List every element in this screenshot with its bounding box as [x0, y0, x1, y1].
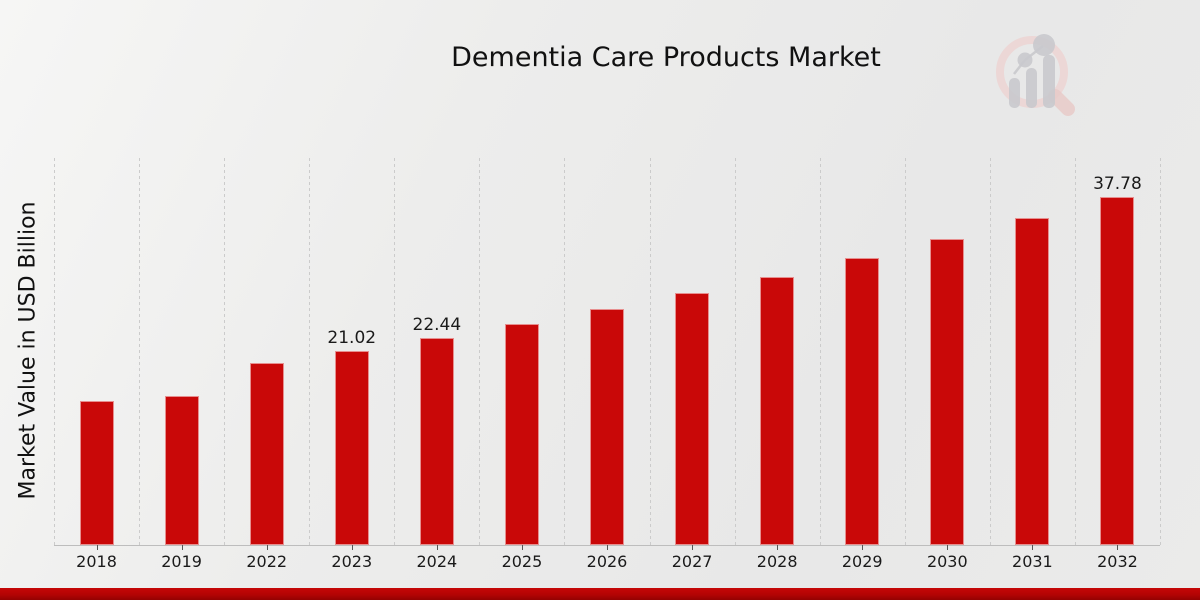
x-tick-label-2027: 2027	[671, 552, 713, 571]
bar-2022	[249, 362, 284, 545]
gridline	[139, 158, 141, 545]
bar-2019	[164, 395, 199, 545]
x-tick-label-2030: 2030	[926, 552, 968, 571]
x-tick-label-2029: 2029	[841, 552, 883, 571]
bar-2018	[79, 401, 114, 545]
gridline	[1160, 158, 1161, 545]
plot-area: 2018 2019 2022 21.02 2023 22.44 2024 2025 2026 20…	[54, 158, 1161, 571]
x-axis-tick	[862, 545, 864, 550]
gridline	[564, 158, 566, 545]
x-axis-tick	[1032, 545, 1034, 550]
bar-value-label-2023: 21.02	[327, 328, 377, 349]
x-tick-label-2022: 2022	[246, 552, 288, 571]
x-tick-label-2031: 2031	[1012, 552, 1053, 571]
gridline	[224, 158, 226, 545]
gridline	[1074, 158, 1076, 545]
x-axis-tick	[436, 545, 438, 550]
x-tick-label-2019: 2019	[161, 552, 202, 571]
x-axis-tick	[607, 545, 608, 550]
gridline	[734, 158, 736, 545]
bar-2028	[760, 276, 795, 545]
bar-2027	[675, 293, 710, 545]
gridline	[649, 158, 651, 545]
bar-2026	[590, 309, 624, 545]
x-axis-tick	[266, 545, 268, 550]
x-tick-label-2026: 2026	[586, 552, 628, 571]
gridline	[479, 158, 481, 545]
bar-2030	[930, 239, 965, 545]
bar-value-label-2024: 22.44	[412, 315, 462, 336]
bar-2024	[419, 338, 454, 545]
chart-title: Dementia Care Products Market	[451, 42, 881, 73]
x-axis-tick	[351, 545, 353, 550]
bar-2023	[334, 351, 369, 545]
bar-2025	[504, 323, 539, 545]
magnifier-bar-chart-logo-icon	[996, 34, 1075, 116]
x-axis-tick	[947, 545, 949, 550]
x-tick-label-2023: 2023	[331, 552, 373, 571]
gridline	[904, 158, 906, 545]
x-axis-tick	[521, 545, 523, 550]
x-tick-label-2025: 2025	[501, 552, 543, 571]
bar-2031	[1015, 217, 1050, 545]
gridline	[819, 158, 821, 545]
gridline	[989, 158, 991, 545]
x-axis-tick	[1117, 545, 1119, 550]
x-tick-label-2032: 2032	[1097, 552, 1138, 571]
x-tick-label-2018: 2018	[76, 552, 117, 571]
gridline	[309, 158, 311, 545]
gridline	[394, 158, 396, 545]
bar-2032	[1100, 196, 1135, 545]
x-axis-tick	[777, 545, 779, 550]
bar-value-label-2032: 37.78	[1093, 173, 1142, 194]
x-axis-tick	[96, 545, 98, 550]
footer-accent-bar	[0, 588, 1200, 600]
x-axis-tick	[692, 545, 694, 550]
x-axis-tick	[181, 545, 183, 550]
gridline	[54, 158, 55, 545]
x-tick-label-2028: 2028	[756, 552, 798, 571]
y-axis-label: Market Value in USD Billion	[15, 201, 41, 500]
x-tick-label-2024: 2024	[416, 552, 458, 571]
bar-2029	[845, 258, 880, 545]
